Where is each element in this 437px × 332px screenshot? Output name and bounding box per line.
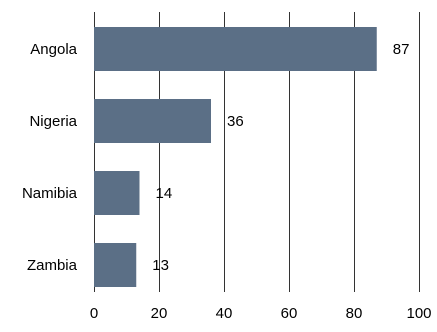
value-label: 87 (393, 41, 410, 58)
value-label: 36 (227, 113, 244, 130)
bar-namibia (94, 171, 140, 215)
bar-angola (94, 27, 377, 71)
category-label: Nigeria (29, 113, 77, 130)
bar-zambia (94, 243, 137, 287)
x-tick-label: 20 (151, 305, 168, 322)
x-tick-label: 100 (406, 305, 431, 322)
x-tick-label: 60 (281, 305, 298, 322)
value-label: 14 (156, 185, 173, 202)
category-labels: Angola Nigeria Namibia Zambia (22, 41, 78, 274)
x-tick-label: 0 (90, 305, 98, 322)
category-label: Angola (30, 41, 77, 58)
category-label: Namibia (22, 185, 78, 202)
value-label: 13 (152, 257, 169, 274)
x-tick-label: 80 (346, 305, 363, 322)
bars (94, 27, 377, 287)
x-tick-labels: 0 20 40 60 80 100 (90, 305, 432, 322)
category-label: Zambia (27, 257, 78, 274)
bar-nigeria (94, 99, 211, 143)
x-tick-label: 40 (216, 305, 233, 322)
value-labels: 87 36 14 13 (152, 41, 409, 274)
